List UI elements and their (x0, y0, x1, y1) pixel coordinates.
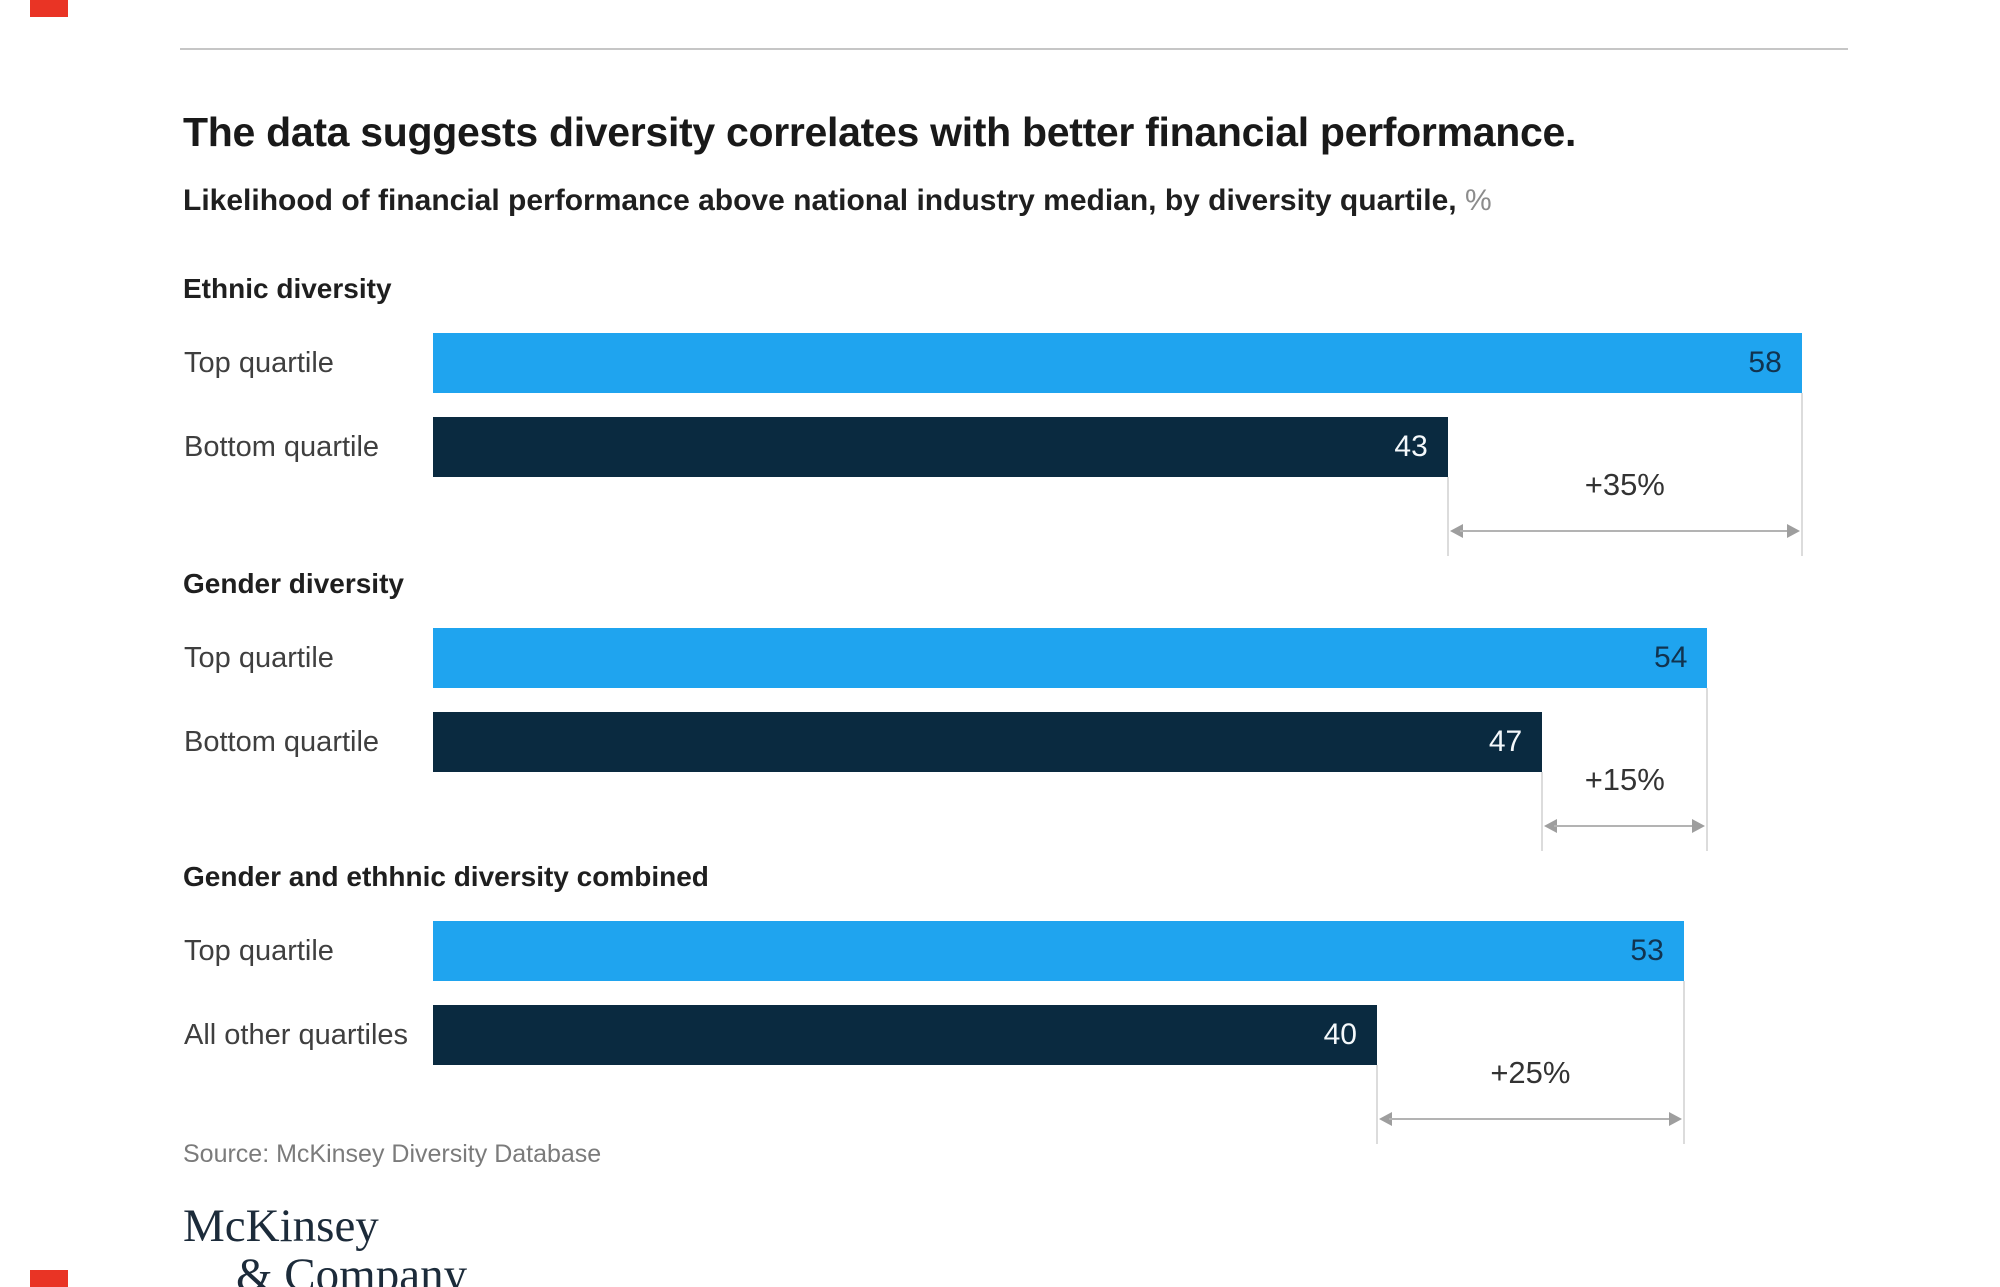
bar-value: 40 (1323, 1018, 1357, 1051)
delta-arrow-icon (1544, 819, 1706, 833)
bar-value: 43 (1394, 430, 1428, 463)
bar-label: All other quartiles (184, 1019, 409, 1051)
bar-label: Bottom quartile (184, 726, 380, 758)
bar-label: Top quartile (184, 935, 334, 967)
top-divider (180, 48, 1848, 50)
logo-line-2: & Company (236, 1249, 468, 1287)
bar-row: Bottom quartile 47 (183, 712, 1863, 772)
chart-subtitle-text: Likelihood of financial performance abov… (183, 184, 1457, 217)
bar-value: 58 (1748, 346, 1782, 379)
delta-annotation: +15% (1541, 688, 1709, 851)
bar-top-quartile: 54 (433, 628, 1708, 688)
section-combined-diversity: Gender and ethhnic diversity combined To… (183, 851, 1863, 1144)
bar-label: Top quartile (184, 642, 334, 674)
delta-label: +35% (1584, 467, 1665, 502)
section-heading: Gender and ethhnic diversity combined (183, 861, 709, 892)
delta-annotation: +35% (1446, 393, 1803, 556)
bar-label: Top quartile (184, 347, 334, 379)
section-heading: Ethnic diversity (183, 273, 392, 304)
bar-row: Top quartile 53 (183, 921, 1863, 981)
delta-rule-left (1541, 772, 1544, 851)
bar-row: Bottom quartile 43 (183, 417, 1863, 477)
bar-bottom-quartile: 47 (433, 712, 1543, 772)
bar-row: Top quartile 54 (183, 628, 1863, 688)
delta-arrow-icon (1449, 524, 1800, 538)
delta-annotation: +25% (1376, 981, 1685, 1144)
delta-rule-right (1800, 393, 1803, 556)
chart-subtitle: Likelihood of financial performance abov… (183, 184, 1823, 218)
bar-value: 54 (1654, 641, 1688, 674)
logo-line-1: McKinsey (183, 1200, 379, 1252)
chart-title: The data suggests diversity correlates w… (183, 109, 1577, 156)
chart-subtitle-unit: % (1464, 184, 1492, 217)
delta-rule-right (1682, 981, 1685, 1144)
delta-label: +25% (1490, 1055, 1571, 1090)
mckinsey-logo: McKinsey & Company (183, 1202, 467, 1287)
red-edge-marker-bottom (30, 1270, 68, 1287)
bar-label: Bottom quartile (184, 431, 380, 463)
source-note: Source: McKinsey Diversity Database (183, 1140, 602, 1168)
bar-bottom-quartile: 43 (433, 417, 1448, 477)
section-gender-diversity: Gender diversity Top quartile 54 Bottom … (183, 558, 1863, 851)
bar-bottom-quartile: 40 (433, 1005, 1377, 1065)
delta-label: +15% (1584, 762, 1665, 797)
bar-row: All other quartiles 40 (183, 1005, 1863, 1065)
delta-rule-left (1376, 1065, 1378, 1144)
bar-top-quartile: 53 (433, 921, 1684, 981)
bar-top-quartile: 58 (433, 333, 1802, 393)
bar-row: Top quartile 58 (183, 333, 1863, 393)
bar-value: 47 (1488, 725, 1523, 758)
delta-rule-right (1706, 688, 1709, 851)
bar-value: 53 (1630, 934, 1664, 967)
delta-rule-left (1446, 477, 1449, 556)
section-heading: Gender diversity (183, 568, 404, 599)
red-edge-marker-top (30, 0, 68, 17)
section-ethnic-diversity: Ethnic diversity Top quartile 58 Bottom … (183, 263, 1863, 556)
delta-arrow-icon (1379, 1112, 1682, 1126)
